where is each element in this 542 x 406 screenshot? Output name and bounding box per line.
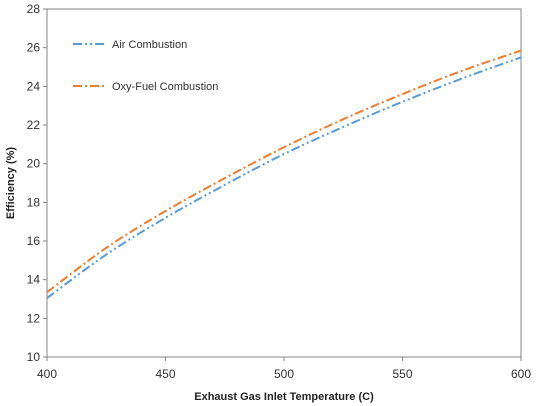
y-tick-label: 24 bbox=[27, 79, 41, 93]
y-tick-label: 12 bbox=[27, 311, 41, 325]
y-tick-label: 20 bbox=[27, 157, 41, 171]
series-line-1 bbox=[46, 49, 522, 294]
x-tick-label: 600 bbox=[511, 367, 531, 381]
y-tick-label: 14 bbox=[27, 273, 41, 287]
y-tick-label: 28 bbox=[27, 2, 41, 16]
y-tick-label: 26 bbox=[27, 41, 41, 55]
y-tick-label: 22 bbox=[27, 118, 41, 132]
plot-area-border bbox=[46, 8, 522, 358]
x-tick-label: 400 bbox=[37, 367, 57, 381]
y-axis-title: Efficiency (%) bbox=[5, 147, 17, 219]
series-line-0 bbox=[46, 56, 522, 299]
legend-label-1: Oxy-Fuel Combustion bbox=[112, 81, 218, 93]
y-tick-label: 18 bbox=[27, 195, 41, 209]
legend-label-0: Air Combustion bbox=[112, 39, 187, 51]
x-tick-label: 450 bbox=[155, 367, 175, 381]
x-tick-label: 550 bbox=[392, 367, 412, 381]
x-tick-label: 500 bbox=[274, 367, 294, 381]
x-axis-title: Exhaust Gas Inlet Temperature (C) bbox=[194, 391, 374, 403]
y-tick-label: 16 bbox=[27, 234, 41, 248]
y-tick-label: 10 bbox=[27, 350, 41, 364]
